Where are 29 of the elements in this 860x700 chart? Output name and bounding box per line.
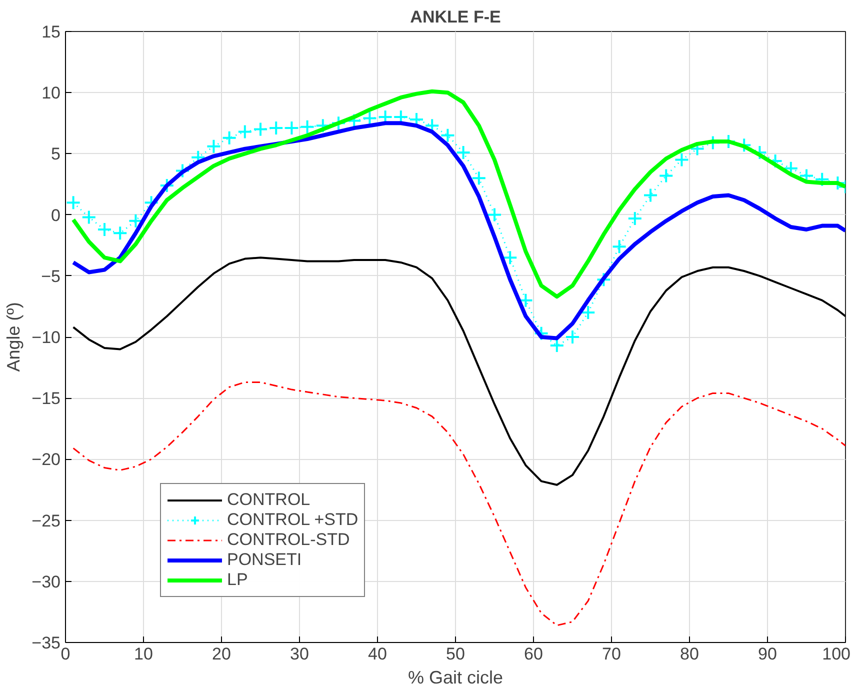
x-tick-label: 50 [446, 644, 465, 664]
y-tick-label: 0 [51, 206, 61, 225]
y-axis-title: Angle (º) [4, 302, 24, 372]
legend-label: LP [227, 570, 248, 590]
legend-label: PONSETI [227, 550, 302, 570]
legend-label: CONTROL +STD [227, 510, 358, 530]
y-tick-label: −30 [32, 572, 61, 592]
legend-label: CONTROL [227, 490, 310, 510]
x-tick-label: 60 [524, 644, 543, 664]
y-tick-label: 10 [42, 84, 61, 103]
y-tick-label: −5 [41, 266, 61, 286]
x-tick-label: 10 [134, 644, 153, 664]
chart-title: ANKLE F-E [410, 8, 501, 26]
y-tick-label: −20 [32, 450, 61, 470]
y-tick-label: −15 [32, 389, 61, 408]
x-tick-label: 80 [680, 644, 699, 664]
y-tick-label: −10 [32, 328, 61, 347]
x-tick-label: 70 [602, 644, 621, 664]
x-tick-label: 100 [822, 644, 851, 664]
x-tick-label: 90 [758, 644, 777, 664]
x-tick-label: 40 [368, 644, 387, 664]
y-tick-label: 15 [42, 22, 61, 42]
x-axis-title: % Gait cicle [408, 668, 504, 688]
x-tick-label: 20 [212, 644, 231, 664]
x-tick-label: 30 [290, 644, 309, 664]
y-tick-label: 5 [51, 144, 61, 164]
legend-label: CONTROL-STD [227, 530, 350, 550]
y-tick-label: −25 [32, 511, 61, 530]
y-tick-label: −35 [32, 634, 61, 652]
